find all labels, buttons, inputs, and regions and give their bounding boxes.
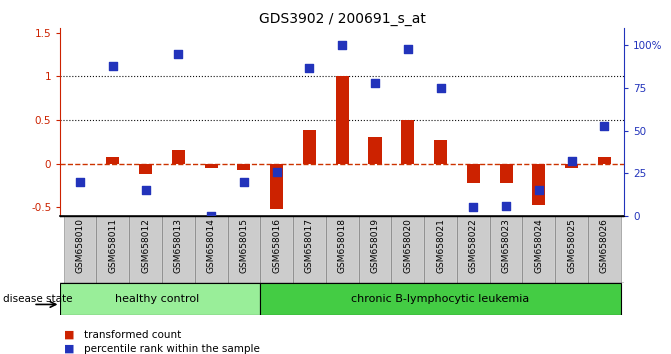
Bar: [457, 216, 490, 283]
Bar: [205, 164, 217, 168]
Text: GSM658015: GSM658015: [240, 218, 248, 273]
Point: [304, 65, 315, 70]
Bar: [326, 216, 358, 283]
Text: GSM658017: GSM658017: [305, 218, 314, 273]
Point: [370, 80, 380, 86]
Bar: [523, 216, 555, 283]
Point: [173, 51, 184, 57]
Title: GDS3902 / 200691_s_at: GDS3902 / 200691_s_at: [259, 12, 425, 26]
Point: [566, 159, 577, 164]
Bar: [555, 216, 588, 283]
Bar: [270, 164, 283, 209]
Bar: [195, 216, 227, 283]
Bar: [588, 216, 621, 283]
Point: [271, 169, 282, 175]
Point: [238, 179, 249, 185]
Point: [533, 188, 544, 193]
Text: GSM658022: GSM658022: [469, 218, 478, 273]
Bar: [565, 164, 578, 168]
Point: [140, 188, 151, 193]
Text: GSM658012: GSM658012: [141, 218, 150, 273]
Bar: [368, 137, 382, 164]
Bar: [293, 216, 326, 283]
Bar: [139, 164, 152, 174]
Bar: [598, 158, 611, 164]
Bar: [467, 164, 480, 183]
Text: ■: ■: [64, 330, 74, 339]
Bar: [60, 283, 260, 315]
Bar: [391, 216, 424, 283]
Point: [107, 63, 118, 69]
Bar: [303, 130, 316, 164]
Bar: [358, 216, 391, 283]
Bar: [162, 216, 195, 283]
Bar: [401, 120, 414, 164]
Text: GSM658011: GSM658011: [108, 218, 117, 273]
Point: [403, 46, 413, 52]
Text: GSM658026: GSM658026: [600, 218, 609, 273]
Text: healthy control: healthy control: [115, 294, 199, 304]
Bar: [260, 283, 621, 315]
Bar: [64, 216, 97, 283]
Text: disease state: disease state: [3, 294, 73, 304]
Text: GSM658016: GSM658016: [272, 218, 281, 273]
Point: [468, 205, 478, 210]
Text: GSM658013: GSM658013: [174, 218, 183, 273]
Point: [337, 42, 348, 48]
Text: percentile rank within the sample: percentile rank within the sample: [84, 344, 260, 354]
Text: GSM658018: GSM658018: [338, 218, 347, 273]
Bar: [172, 150, 185, 164]
Bar: [106, 156, 119, 164]
Bar: [434, 140, 447, 164]
Bar: [490, 216, 523, 283]
Text: ■: ■: [64, 344, 74, 354]
Text: chronic B-lymphocytic leukemia: chronic B-lymphocytic leukemia: [352, 294, 529, 304]
Bar: [227, 216, 260, 283]
Bar: [130, 216, 162, 283]
Point: [435, 85, 446, 91]
Text: GSM658010: GSM658010: [76, 218, 85, 273]
Point: [501, 203, 511, 209]
Text: transformed count: transformed count: [84, 330, 181, 339]
Text: GSM658021: GSM658021: [436, 218, 445, 273]
Text: GSM658014: GSM658014: [207, 218, 215, 273]
Text: GSM658020: GSM658020: [403, 218, 412, 273]
Text: GSM658025: GSM658025: [567, 218, 576, 273]
Text: GSM658024: GSM658024: [534, 218, 544, 273]
Bar: [532, 164, 546, 205]
Bar: [97, 216, 130, 283]
Point: [74, 179, 85, 185]
Text: GSM658023: GSM658023: [501, 218, 511, 273]
Bar: [238, 164, 250, 170]
Point: [206, 213, 217, 219]
Bar: [499, 164, 513, 183]
Text: GSM658019: GSM658019: [370, 218, 380, 273]
Bar: [424, 216, 457, 283]
Point: [599, 123, 610, 129]
Bar: [260, 216, 293, 283]
Bar: [336, 76, 349, 164]
